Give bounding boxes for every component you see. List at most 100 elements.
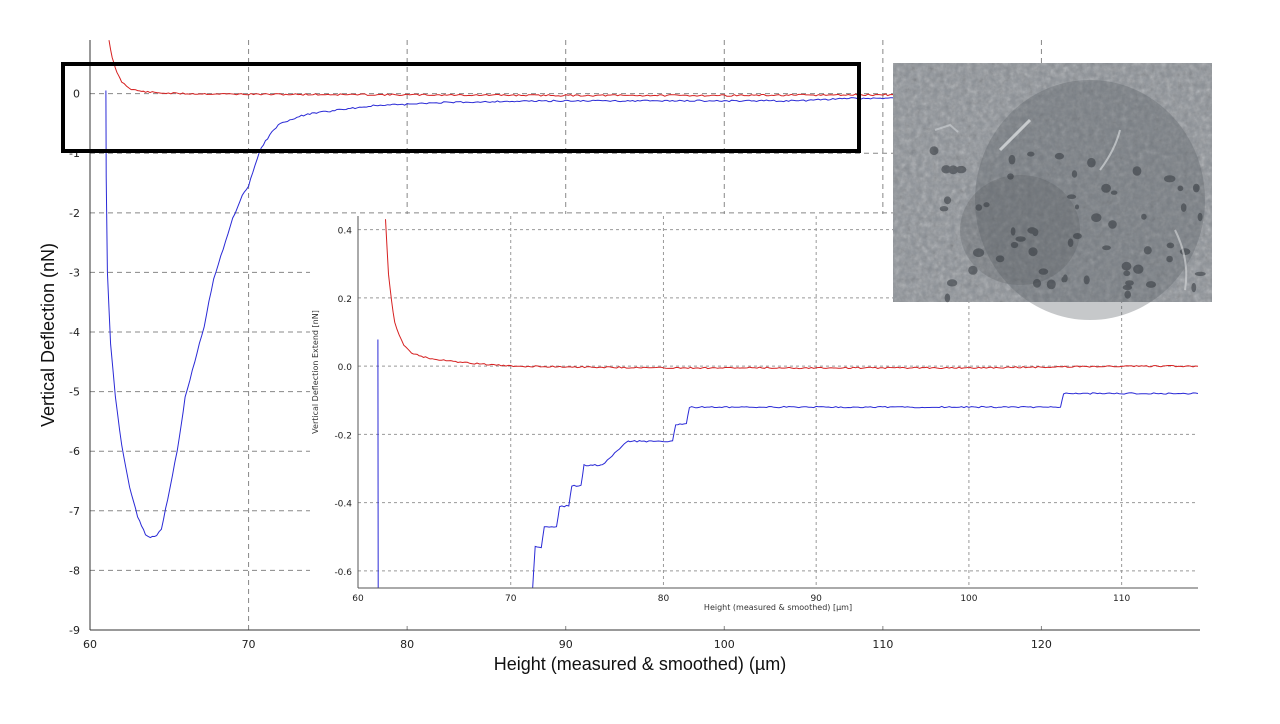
cell-nucleus (1028, 247, 1038, 257)
cell-nucleus (1038, 268, 1049, 275)
main-y-tick-label: -7 (69, 505, 80, 518)
main-x-tick-label: 90 (559, 638, 573, 651)
main-x-tick-label: 120 (1031, 638, 1052, 651)
main-y-tick-label: -9 (69, 624, 80, 637)
main-y-tick-labels: 0 -1 -2 -3 -4 -5 -6 -7 -8 -9 (69, 88, 80, 637)
inset-chart: 60 70 80 90 100 110 0.4 0.2 0.0 -0.2 -0.4 -0.6 Hei… (310, 214, 1202, 626)
inset-x-tick-label: 60 (352, 594, 364, 604)
inset-x-tick-label: 70 (505, 594, 517, 604)
cell-nucleus (1132, 166, 1142, 176)
inset-series-group (377, 219, 1198, 588)
main-y-tick-label: -4 (69, 326, 80, 339)
cell-nucleus (1071, 170, 1078, 178)
main-x-tick-label: 60 (83, 638, 97, 651)
cell-nucleus (1087, 157, 1096, 168)
inset-y-tick-label: -0.6 (334, 568, 352, 578)
cell-nucleus (1197, 212, 1203, 222)
cell-nucleus (1123, 270, 1131, 277)
inset-x-tick-label: 90 (810, 594, 822, 604)
cell-nucleus (975, 204, 983, 211)
main-y-tick-label: -5 (69, 386, 80, 399)
inset-x-tick-labels: 60 70 80 90 100 110 (352, 594, 1130, 604)
main-y-tick-label: -6 (69, 445, 80, 458)
cell-nucleus (1191, 282, 1197, 293)
cell-nucleus (983, 202, 990, 208)
cell-nucleus (1133, 264, 1144, 274)
main-series-group (105, 40, 915, 539)
inset-y-tick-label: -0.2 (334, 431, 352, 441)
main-x-tick-label: 110 (872, 638, 893, 651)
main-y-tick-label: -8 (69, 564, 80, 577)
cell-nucleus (1007, 173, 1014, 180)
cell-nucleus (1083, 275, 1090, 285)
main-x-tick-label: 100 (714, 638, 735, 651)
cell-nucleus (946, 279, 958, 287)
cell-nucleus (1046, 279, 1056, 290)
cell-nucleus (955, 165, 967, 174)
main-y-tick-label: -2 (69, 207, 80, 220)
inset-y-axis-label: Vertical Deflection Extend [nN] (311, 310, 320, 434)
cell-nucleus (1122, 284, 1133, 291)
inset-x-axis-label: Height (measured & smoothed) [µm] (704, 603, 852, 612)
cell-nucleus (995, 255, 1005, 263)
main-x-tick-labels: 60 70 80 90 100 110 120 (83, 638, 1052, 651)
inset-x-tick-label: 80 (658, 594, 670, 604)
cell-nucleus (1102, 245, 1111, 251)
cell-nucleus (1179, 248, 1191, 256)
cell-nucleus (1143, 246, 1152, 255)
main-series-retract (105, 90, 915, 539)
cell-nucleus (1180, 203, 1187, 212)
cell-nucleus (1010, 227, 1016, 236)
inset-y-tick-label: 0.0 (338, 363, 353, 373)
cell-nucleus (1073, 233, 1082, 240)
main-x-tick-label: 70 (242, 638, 256, 651)
cell-nucleus (1067, 194, 1077, 199)
main-y-tick-label: -1 (69, 147, 80, 160)
cell-nucleus (1110, 190, 1118, 195)
inset-x-tick-label: 100 (960, 594, 977, 604)
cell-nucleus (1027, 227, 1037, 234)
cell-nucleus (1101, 183, 1111, 193)
cell-nucleus (1108, 220, 1117, 229)
cell-nucleus (948, 165, 959, 175)
cell-micrograph-image (893, 63, 1212, 320)
main-chart: 60 70 80 90 100 110 120 0 -1 -2 -3 -4 -5 -6 -7 -8 -9 He… (38, 40, 1200, 674)
inset-series-extend (385, 219, 1198, 370)
inset-y-tick-labels: 0.4 0.2 0.0 -0.2 -0.4 -0.6 (334, 227, 352, 578)
cell-nucleus (944, 293, 951, 303)
main-x-axis-label: Height (measured & smoothed) (µm) (494, 654, 786, 674)
cell-nucleus (1015, 236, 1026, 242)
cell-nucleus (968, 265, 978, 275)
cell-nucleus (1074, 204, 1080, 210)
cell-nucleus (939, 206, 949, 212)
cell-nucleus (1008, 154, 1016, 165)
inset-y-tick-label: -0.4 (334, 500, 352, 510)
inset-y-tick-label: 0.2 (338, 295, 352, 305)
cell-nucleus (1192, 183, 1200, 193)
cell-nucleus (1067, 238, 1074, 247)
inset-x-tick-label: 110 (1113, 594, 1130, 604)
zoom-highlight-box (61, 62, 861, 153)
cell-nucleus (1121, 261, 1132, 271)
cell-nucleus (1177, 185, 1184, 192)
inset-y-tick-label: 0.4 (338, 227, 353, 237)
cell-nucleus (1054, 152, 1064, 160)
cell-nucleus (1032, 278, 1042, 288)
cell-nucleus (1027, 151, 1035, 157)
cell-nucleus (1010, 241, 1019, 249)
cell-nucleus (1124, 290, 1131, 299)
cell-nucleus (943, 196, 952, 205)
main-y-tick-label: 0 (73, 88, 80, 101)
cell-nucleus (941, 165, 951, 174)
cell-nucleus (1091, 213, 1102, 223)
main-x-tick-label: 80 (400, 638, 414, 651)
cell-nucleus (1125, 280, 1134, 286)
main-y-axis-label: Vertical Deflection (nN) (38, 243, 58, 427)
main-y-tick-label: -3 (69, 266, 80, 279)
cell-nucleus (1194, 271, 1206, 276)
cell-nucleus (1061, 276, 1066, 283)
cell-nucleus (1164, 175, 1176, 183)
cell-nucleus (973, 248, 985, 258)
inset-gridlines (358, 216, 1198, 588)
